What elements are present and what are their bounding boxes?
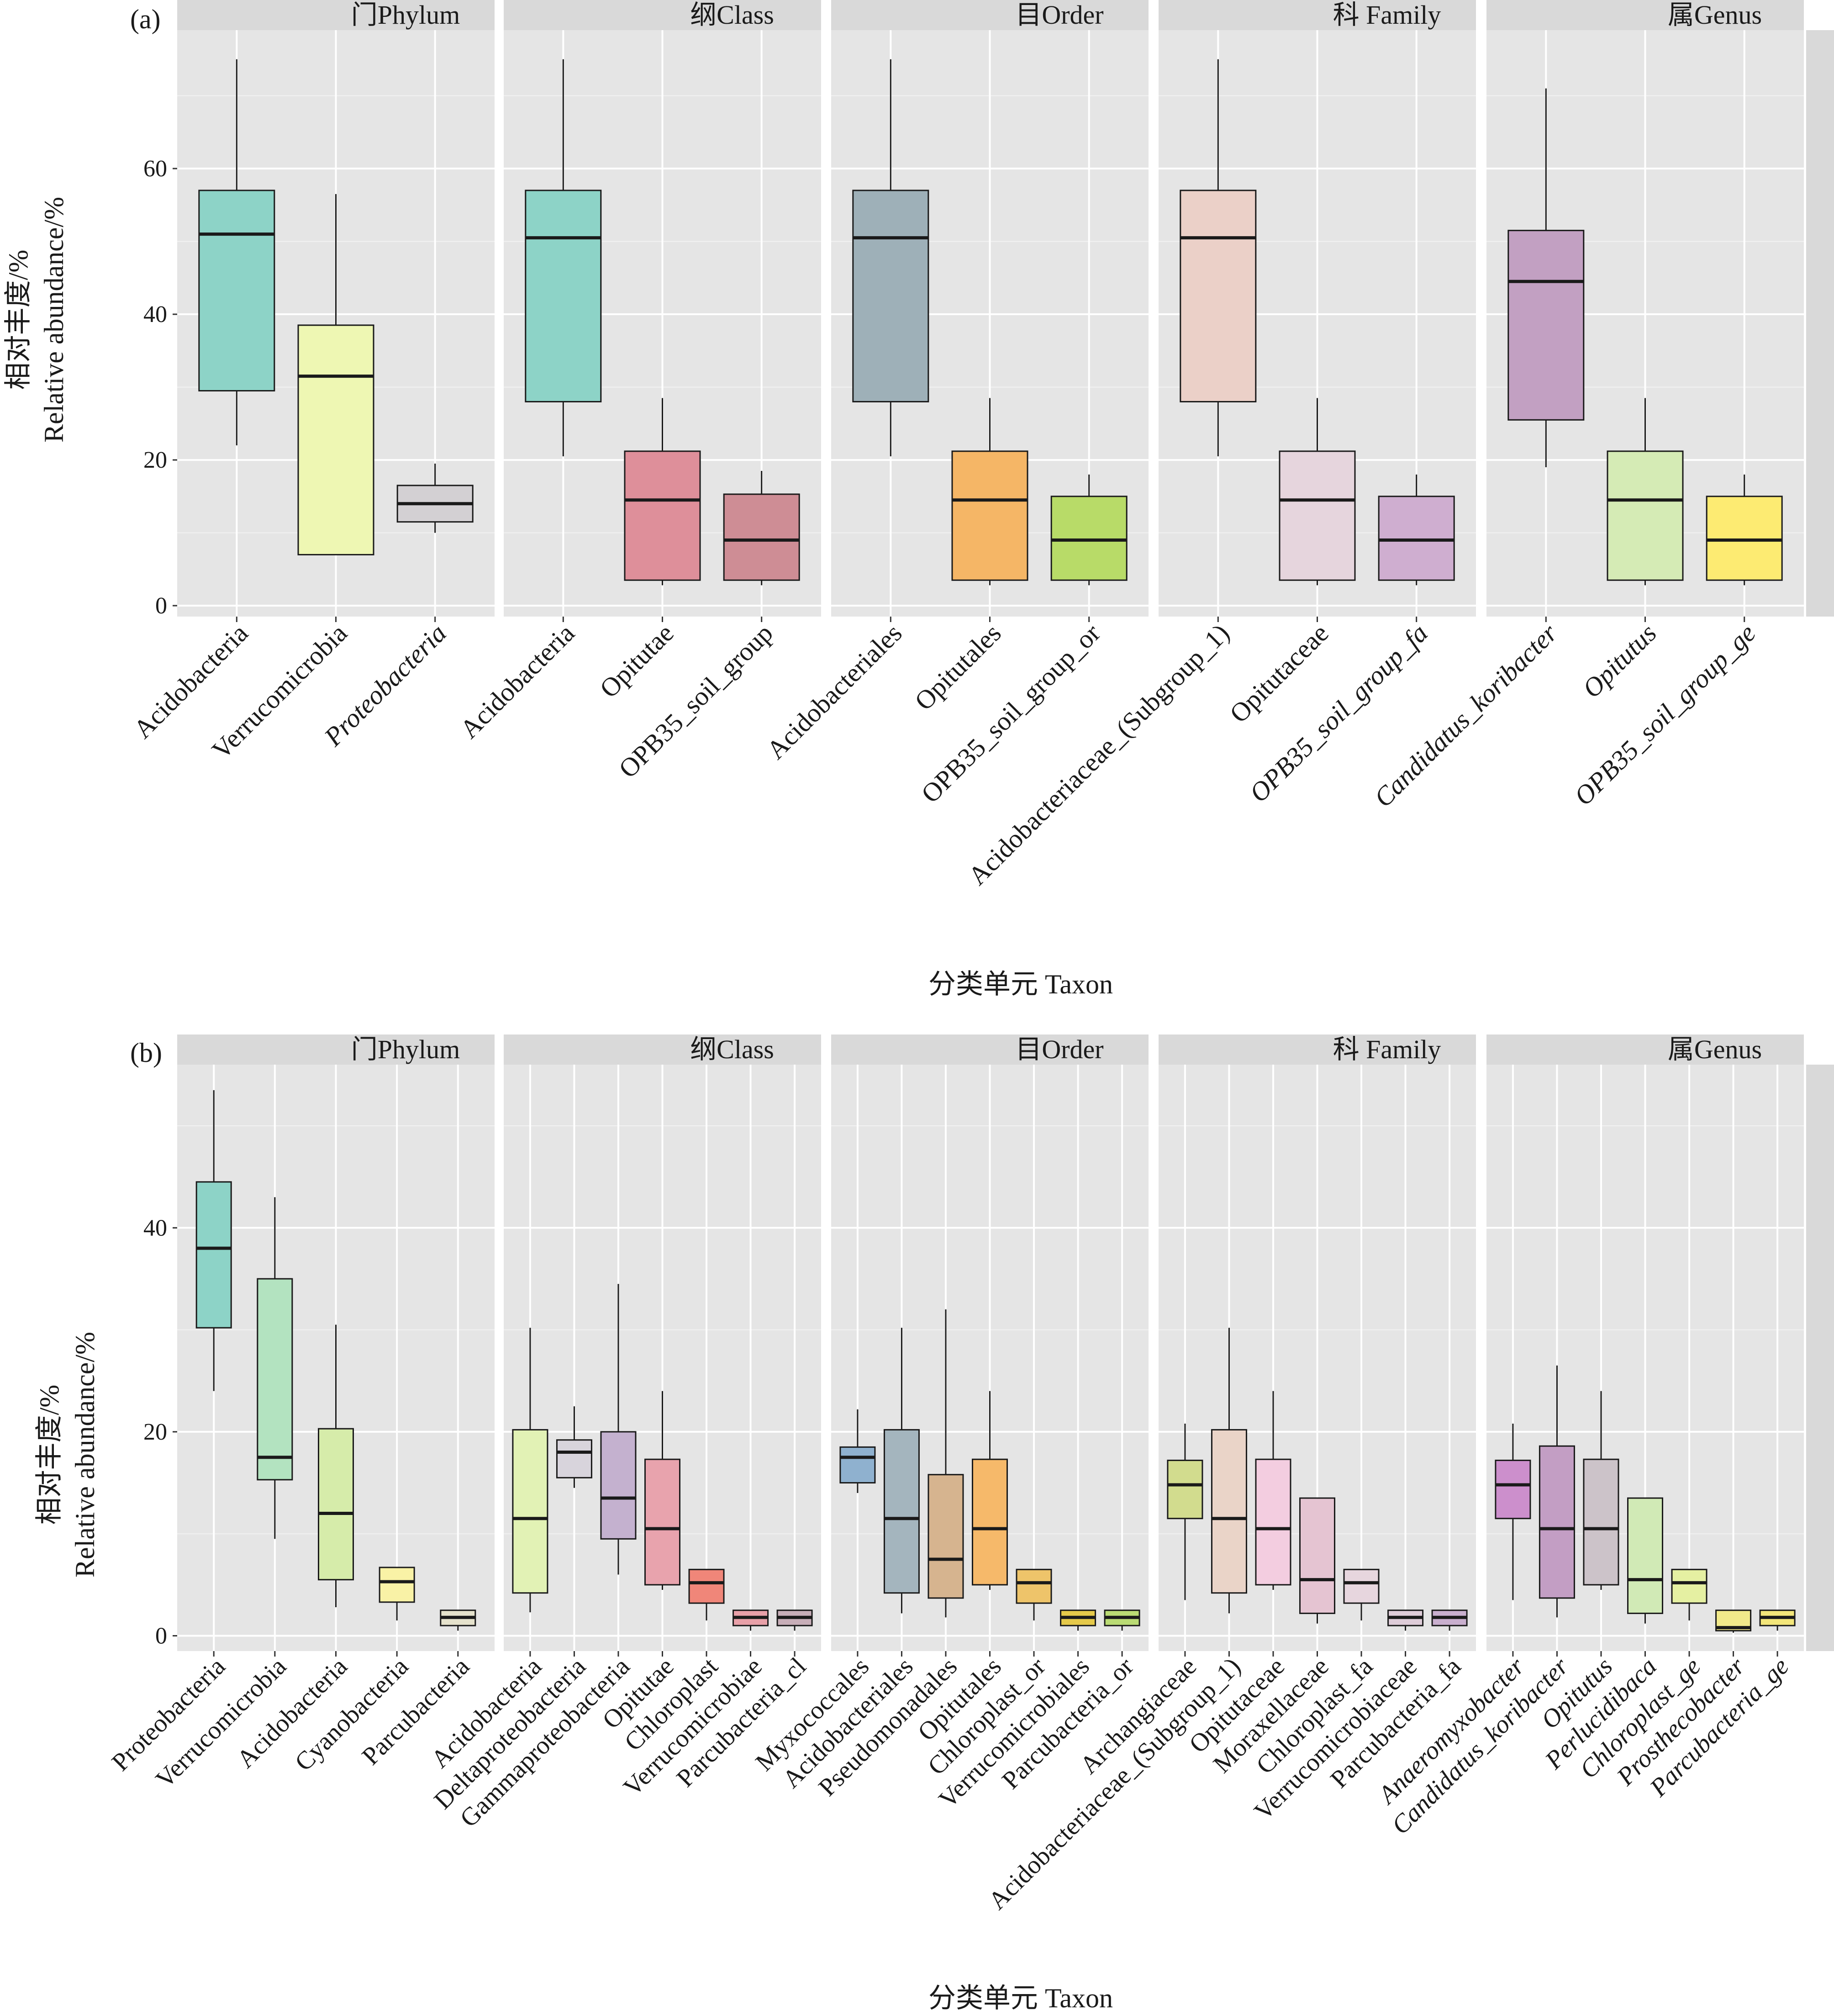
- facet-strip: [504, 0, 821, 30]
- y-tick-label: 20: [143, 1419, 167, 1445]
- box-body: [1627, 1497, 1663, 1614]
- category-label: Acidobacteriaceae_(Subgroup_1): [962, 618, 1235, 891]
- box-body: [644, 1458, 680, 1586]
- box-body: [1583, 1458, 1619, 1586]
- y-tick-label: 40: [143, 301, 167, 327]
- y-tick-label: 0: [155, 1623, 167, 1649]
- category-label: OPB35_soil_group_ge: [1568, 618, 1761, 811]
- box-body: [1706, 496, 1783, 581]
- y-axis-title-line: 相对丰度/%: [3, 250, 33, 390]
- box-body: [556, 1439, 592, 1478]
- facet-edge-strip: [1806, 30, 1834, 617]
- box-body: [839, 1446, 876, 1484]
- facet-strip: [1159, 0, 1476, 30]
- facet-title: 纲Class: [690, 1034, 774, 1064]
- facet-0: 门PhylumProteobacteriaVerrucomicrobiaAcid…: [106, 1034, 495, 1794]
- box-body: [1671, 1568, 1708, 1604]
- facet-title: 科 Family: [1333, 1034, 1441, 1064]
- box-body: [1507, 230, 1585, 421]
- box-body: [1167, 1459, 1203, 1520]
- facet-strip: [177, 0, 495, 30]
- box-body: [1539, 1445, 1575, 1599]
- box-body: [1279, 450, 1356, 581]
- category-label: Acidobacteriales: [761, 618, 908, 765]
- facet-title: 属Genus: [1668, 1034, 1762, 1064]
- box-body: [1180, 190, 1257, 402]
- y-axis-title-line: 相对丰度/%: [34, 1385, 64, 1525]
- box-body: [1211, 1429, 1247, 1594]
- panel-a: 0 20 40 60门PhylumAcidobacteriaVerrucomicrob…: [3, 0, 1834, 999]
- facet-strip: [1486, 0, 1804, 30]
- category-label: Candidatus_koribacter: [1386, 1652, 1574, 1840]
- facet-strip: [831, 0, 1149, 30]
- box-body: [951, 450, 1028, 581]
- category-label: Opitutus: [1576, 618, 1662, 703]
- facet-title: 属Genus: [1668, 0, 1762, 30]
- box-body: [1299, 1497, 1335, 1614]
- box-body: [257, 1278, 293, 1481]
- box-body: [972, 1458, 1008, 1586]
- facet-strip: [504, 1034, 821, 1065]
- facet-title: 目Order: [1015, 1034, 1103, 1064]
- box-body: [195, 1181, 232, 1329]
- y-tick-label: 20: [143, 447, 167, 473]
- box-body: [512, 1429, 548, 1594]
- facet-strip: [1159, 1034, 1476, 1065]
- box-body: [1378, 496, 1455, 581]
- y-axis-title-line: Relative abundance/%: [39, 197, 69, 443]
- category-label: Opitutae: [594, 618, 680, 703]
- box-body: [1050, 496, 1128, 581]
- panel-b: 0 20 40门PhylumProteobacteriaVerrucomicrobi…: [34, 1034, 1834, 2013]
- box-body: [1607, 450, 1684, 581]
- box-body: [928, 1474, 964, 1599]
- facet-strip: [1486, 1034, 1804, 1065]
- facet-title: 纲Class: [690, 0, 774, 30]
- y-tick-label: 40: [143, 1215, 167, 1241]
- category-label: Opitutaceae: [1224, 618, 1334, 728]
- y-axis-title-line: Relative abundance/%: [70, 1332, 100, 1578]
- box-body: [1016, 1568, 1052, 1604]
- facet-title: 门Phylum: [351, 0, 460, 30]
- box-body: [852, 190, 929, 402]
- facet-title: 科 Family: [1333, 0, 1441, 30]
- category-label: Acidobacteria: [454, 618, 580, 744]
- box-body: [1495, 1459, 1531, 1520]
- box-body: [198, 190, 275, 392]
- y-tick-label: 60: [143, 156, 167, 182]
- box-body: [379, 1567, 415, 1603]
- facet-strip: [177, 1034, 495, 1065]
- box-body: [600, 1431, 637, 1540]
- facet-title: 门Phylum: [351, 1034, 460, 1064]
- x-axis-title: 分类单元 Taxon: [928, 969, 1113, 999]
- panel-label: (a): [130, 4, 161, 34]
- panel-label: (b): [130, 1038, 162, 1068]
- facet-0: 门PhylumAcidobacteriaVerrucomicrobiaProte…: [128, 0, 495, 765]
- box-body: [1343, 1568, 1380, 1604]
- box-body: [318, 1428, 354, 1581]
- box-body: [688, 1568, 725, 1604]
- box-body: [723, 493, 800, 581]
- x-axis-title: 分类单元 Taxon: [928, 1983, 1113, 2013]
- box-body: [883, 1429, 920, 1594]
- facet-edge-strip: [1806, 1065, 1834, 1651]
- box-body: [1255, 1458, 1291, 1586]
- y-axis-title: 相对丰度/% Relative abundance/%: [3, 197, 69, 443]
- box-body: [624, 450, 701, 581]
- box-body: [297, 324, 374, 555]
- facet-strip: [831, 1034, 1149, 1065]
- category-label: Opitutales: [909, 618, 1007, 716]
- y-tick-label: 0: [155, 593, 167, 619]
- facet-title: 目Order: [1015, 0, 1103, 30]
- y-axis-title: 相对丰度/% Relative abundance/%: [34, 1332, 100, 1578]
- box-body: [525, 190, 602, 402]
